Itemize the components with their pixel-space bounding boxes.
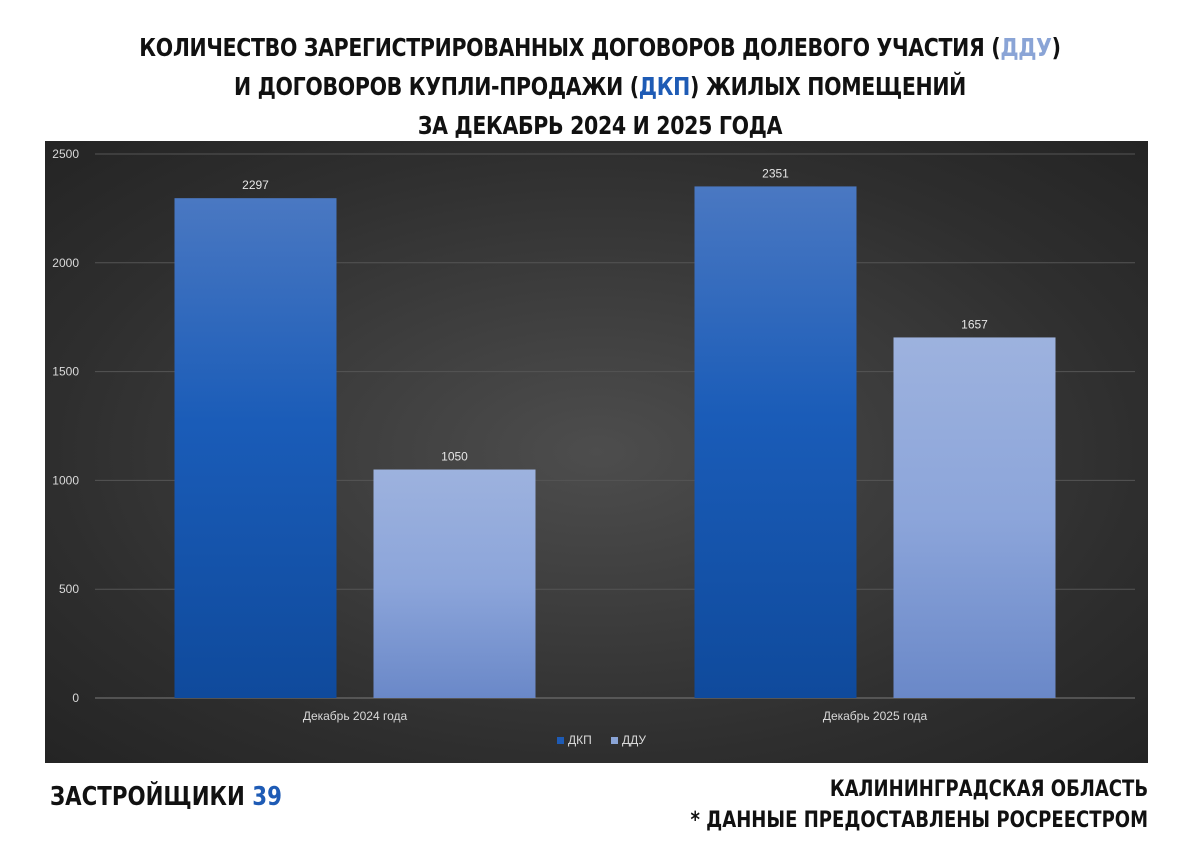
y-tick-label: 2000	[52, 256, 79, 270]
title-ddu-highlight: ДДУ	[1000, 33, 1052, 62]
data-label: 1050	[441, 450, 468, 464]
region-label: КАЛИНИНГРАДСКАЯ ОБЛАСТЬ	[829, 777, 1148, 802]
brand-name: ЗАСТРОЙЩИКИ	[50, 782, 245, 812]
brand-number: 39	[252, 782, 282, 812]
y-tick-label: 2500	[52, 147, 79, 161]
legend-label: ДДУ	[622, 733, 646, 747]
x-tick-label: Декабрь 2024 года	[303, 709, 408, 723]
data-label: 1657	[961, 317, 988, 331]
title-line-3: ЗА ДЕКАБРЬ 2024 И 2025 ГОДА	[417, 111, 783, 140]
bar	[893, 337, 1056, 698]
bar-chart: 0 500 1000 1500 2000 2500 2297 1050 Декабрь 2024…	[52, 147, 1135, 747]
x-tick-label: Декабрь 2025 года	[823, 709, 928, 723]
legend-swatch	[557, 737, 564, 744]
y-tick-label: 0	[72, 691, 79, 705]
brand-logo-text: ЗАСТРОЙЩИКИ 39	[50, 782, 282, 812]
data-label: 2351	[762, 166, 789, 180]
title-line-1: КОЛИЧЕСТВО ЗАРЕГИСТРИРОВАННЫХ ДОГОВОРОВ …	[139, 33, 1061, 62]
chart-panel: 0 500 1000 1500 2000 2500 2297 1050 Декабрь 2024…	[45, 141, 1148, 763]
title-dkp-highlight: ДКП	[638, 72, 691, 101]
bar	[694, 186, 857, 698]
data-label: 2297	[242, 178, 269, 192]
bar	[373, 469, 536, 698]
title-line-2: И ДОГОВОРОВ КУПЛИ-ПРОДАЖИ (ДКП) ЖИЛЫХ ПО…	[233, 72, 967, 101]
y-tick-label: 1500	[52, 365, 79, 379]
y-tick-label: 1000	[52, 473, 79, 487]
source-note: * ДАННЫЕ ПРЕДОСТАВЛЕНЫ РОСРЕЕСТРОМ	[690, 808, 1148, 833]
chart-title: КОЛИЧЕСТВО ЗАРЕГИСТРИРОВАННЫХ ДОГОВОРОВ …	[108, 28, 1092, 145]
y-tick-label: 500	[59, 582, 79, 596]
legend-swatch	[611, 737, 618, 744]
bar	[174, 198, 337, 698]
footer-info: КАЛИНИНГРАДСКАЯ ОБЛАСТЬ * ДАННЫЕ ПРЕДОСТ…	[690, 774, 1148, 836]
legend-label: ДКП	[568, 733, 592, 747]
